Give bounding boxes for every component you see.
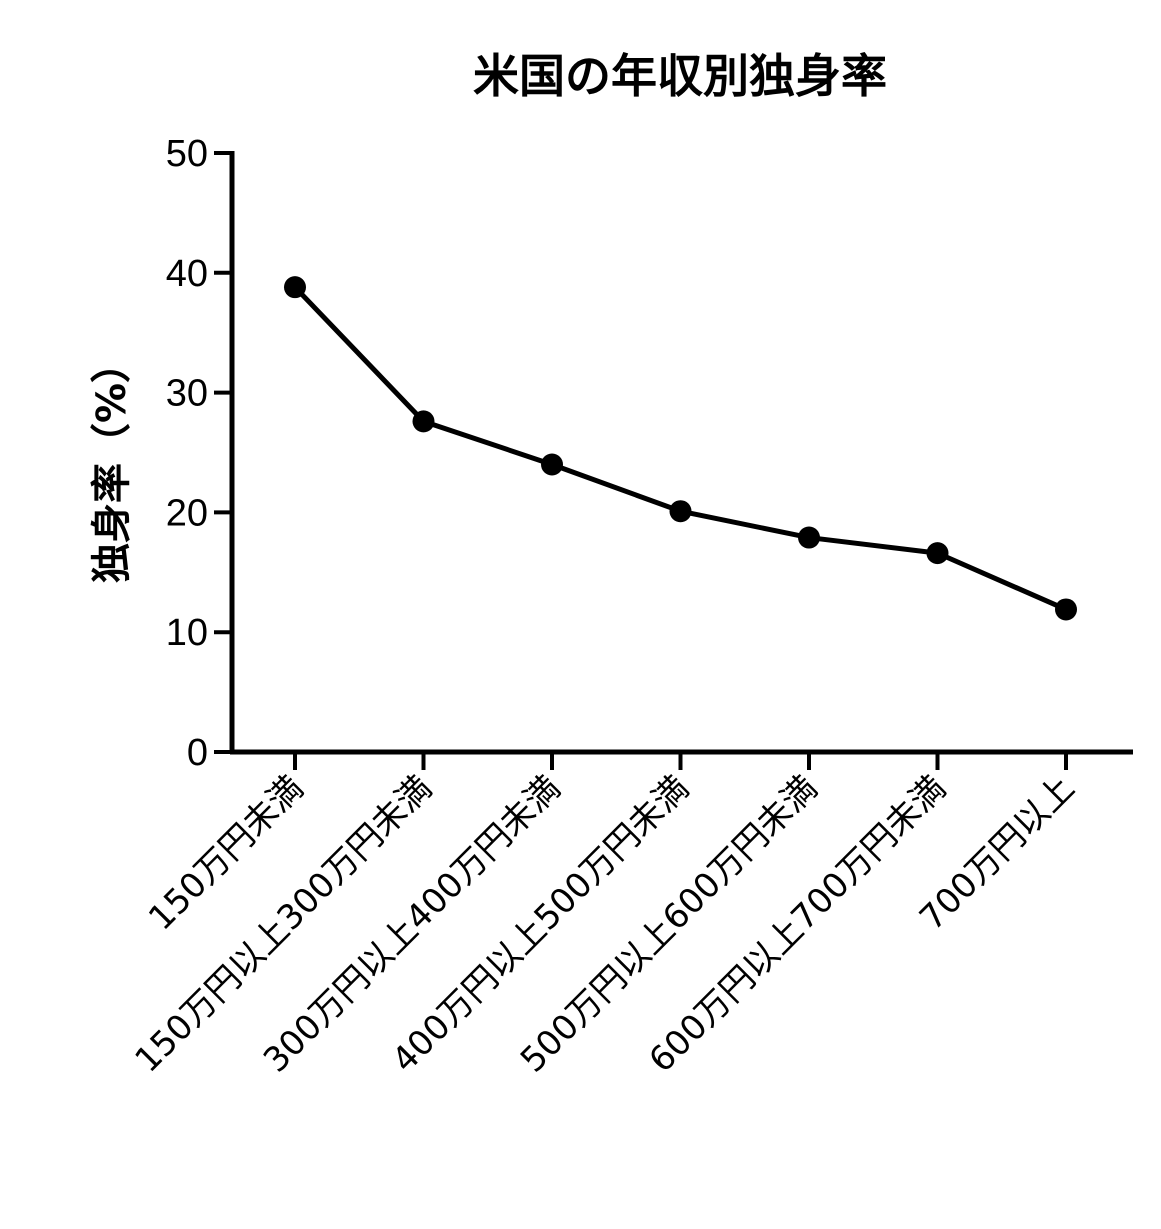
- axes: [229, 151, 1133, 755]
- y-axis-label: 独身率（%）: [89, 343, 135, 583]
- y-tick-label: 20: [166, 492, 208, 534]
- data-point: [284, 276, 306, 299]
- y-tick-label: 30: [166, 373, 208, 415]
- data-point: [412, 410, 435, 433]
- series-line: [293, 285, 1068, 612]
- data-point: [541, 453, 563, 476]
- y-tick-label: 0: [187, 732, 208, 774]
- data-point: [798, 526, 820, 549]
- series-group: [284, 276, 1077, 621]
- data-point: [669, 500, 692, 523]
- y-ticks: 0 10 20 30 40 50: [166, 133, 232, 774]
- data-point: [926, 542, 949, 565]
- y-tick-label: 50: [166, 133, 208, 175]
- y-tick-label: 10: [166, 612, 208, 654]
- data-point: [1055, 598, 1077, 621]
- x-ticks: 150万円未満150万円以上300万円未満300万円以上400万円未満400万円…: [127, 752, 1082, 1080]
- chart-title: 米国の年収別独身率: [473, 49, 887, 103]
- y-tick-label: 40: [166, 253, 208, 295]
